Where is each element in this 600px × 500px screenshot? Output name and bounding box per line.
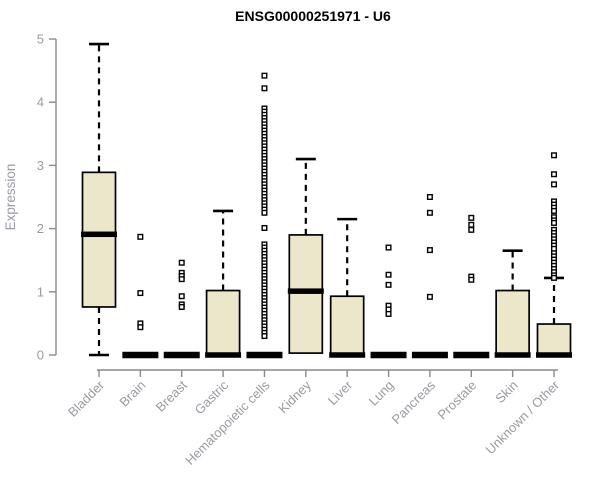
group-kidney-box — [288, 234, 324, 354]
group-brain-outlier — [137, 233, 144, 240]
group-skin-box — [495, 289, 530, 356]
group-unknown-other-outlier — [551, 171, 558, 178]
group-unknown-other-outlier — [551, 219, 558, 226]
group-liver-median — [329, 352, 366, 358]
group-hematopoietic-cells-median — [246, 351, 283, 359]
group-breast-outlier — [178, 303, 185, 310]
group-unknown-other-median — [536, 352, 573, 358]
group-prostate-outlier — [468, 221, 475, 228]
group-gastric-box — [205, 289, 241, 356]
group-unknown-other-box — [536, 323, 572, 356]
group-pancreas-outlier — [426, 209, 433, 216]
group-breast-outlier — [178, 276, 185, 283]
y-tick-label: 2 — [37, 221, 44, 236]
group-lung-outlier — [385, 281, 392, 288]
x-tick-label: Kidney — [275, 377, 314, 416]
y-axis-label: Expression — [3, 164, 18, 231]
x-tick-label: Lung — [366, 378, 397, 409]
group-lung-median — [370, 351, 407, 359]
group-prostate-outlier — [468, 226, 475, 233]
group-prostate-outlier — [468, 214, 475, 221]
chart-title: ENSG00000251971 - U6 — [235, 8, 391, 24]
x-tick-label: Gastric — [191, 377, 231, 417]
group-kidney-median — [287, 288, 324, 294]
group-bladder-median — [81, 231, 117, 238]
group-lung-outlier — [385, 310, 392, 317]
x-tick-label: Brain — [116, 378, 148, 410]
group-gastric-median — [205, 352, 242, 358]
x-tick-label: Skin — [492, 378, 520, 406]
group-pancreas-outlier — [426, 193, 433, 200]
group-brain-outlier — [137, 324, 144, 331]
y-tick-label: 4 — [37, 95, 44, 110]
y-tick-label: 3 — [37, 158, 44, 173]
x-tick-label: Unknown / Other — [483, 377, 563, 457]
group-breast-outlier — [178, 259, 185, 266]
group-unknown-other-outlier — [551, 152, 558, 159]
x-tick-label: Bladder — [65, 377, 108, 420]
x-tick-label: Prostate — [435, 378, 480, 423]
x-tick-label: Liver — [325, 377, 356, 408]
group-skin-median — [494, 352, 531, 358]
group-pancreas-median — [411, 351, 448, 359]
group-prostate-median — [453, 351, 490, 359]
group-lung-outlier — [385, 244, 392, 251]
group-pancreas-outlier — [426, 293, 433, 300]
y-tick-label: 0 — [37, 348, 44, 363]
group-hematopoietic-cells-outlier — [261, 209, 268, 216]
group-breast-outlier — [178, 293, 185, 300]
group-unknown-other-outlier — [551, 181, 558, 188]
group-hematopoietic-cells-outlier — [261, 333, 268, 340]
group-bladder-box — [81, 171, 117, 308]
group-breast-median — [163, 351, 200, 359]
group-brain-median — [122, 351, 159, 359]
group-unknown-other-outlier — [551, 274, 558, 281]
y-tick-label: 1 — [37, 284, 44, 299]
group-hematopoietic-cells-outlier — [261, 85, 268, 92]
group-hematopoietic-cells-outlier — [261, 72, 268, 79]
x-tick-label: Breast — [153, 377, 190, 414]
group-hematopoietic-cells-outlier — [261, 224, 268, 231]
group-liver-box — [329, 295, 365, 356]
group-lung-outlier — [385, 271, 392, 278]
y-tick-label: 5 — [37, 32, 44, 47]
group-unknown-other-outlier — [551, 207, 558, 214]
group-pancreas-outlier — [426, 247, 433, 254]
group-prostate-outlier — [468, 276, 475, 283]
x-tick-label: Pancreas — [389, 377, 439, 427]
group-brain-outlier — [137, 290, 144, 297]
